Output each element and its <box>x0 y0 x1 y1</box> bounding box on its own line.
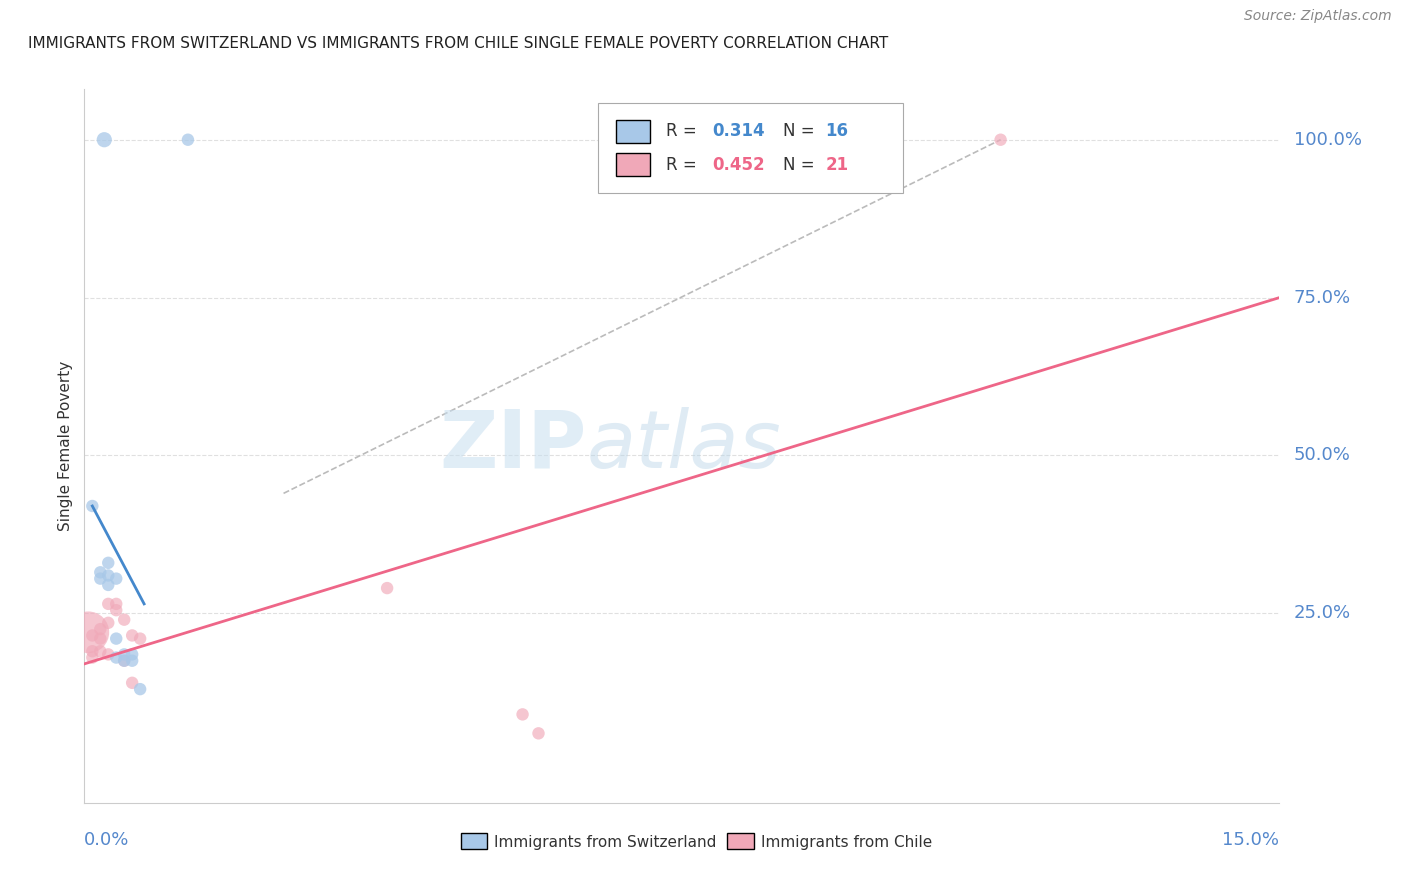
Point <box>82 499 104 513</box>
Point <box>105 603 128 617</box>
Text: N =: N = <box>783 122 820 140</box>
Point <box>97 615 120 630</box>
Point <box>82 650 104 665</box>
Text: N =: N = <box>783 156 820 174</box>
FancyBboxPatch shape <box>616 153 650 177</box>
Point <box>527 726 550 740</box>
Point <box>97 556 120 570</box>
Point <box>77 625 100 640</box>
Text: Immigrants from Chile: Immigrants from Chile <box>761 835 932 849</box>
Text: 25.0%: 25.0% <box>1294 605 1351 623</box>
Text: 15.0%: 15.0% <box>1222 831 1279 849</box>
Y-axis label: Single Female Poverty: Single Female Poverty <box>58 361 73 531</box>
Point <box>105 650 128 665</box>
FancyBboxPatch shape <box>599 103 903 193</box>
Point <box>97 648 120 662</box>
Point <box>375 581 398 595</box>
Point <box>121 628 143 642</box>
Text: R =: R = <box>666 122 703 140</box>
Text: 0.0%: 0.0% <box>84 831 129 849</box>
Point <box>990 133 1012 147</box>
Text: 75.0%: 75.0% <box>1294 289 1351 307</box>
Point <box>89 644 111 658</box>
Point <box>512 707 534 722</box>
Point <box>121 648 143 662</box>
Point <box>112 654 135 668</box>
Point <box>112 613 135 627</box>
Text: Source: ZipAtlas.com: Source: ZipAtlas.com <box>1244 9 1392 23</box>
Point <box>177 133 200 147</box>
Point <box>121 654 143 668</box>
Text: Immigrants from Switzerland: Immigrants from Switzerland <box>495 835 717 849</box>
Text: ZIP: ZIP <box>439 407 586 485</box>
FancyBboxPatch shape <box>616 120 650 143</box>
Point <box>89 572 111 586</box>
Point <box>105 572 128 586</box>
Text: 50.0%: 50.0% <box>1294 447 1351 465</box>
Point <box>112 648 135 662</box>
Point <box>112 654 135 668</box>
Point <box>82 628 104 642</box>
Text: IMMIGRANTS FROM SWITZERLAND VS IMMIGRANTS FROM CHILE SINGLE FEMALE POVERTY CORRE: IMMIGRANTS FROM SWITZERLAND VS IMMIGRANT… <box>28 36 889 51</box>
Point <box>97 568 120 582</box>
FancyBboxPatch shape <box>727 833 754 849</box>
Text: R =: R = <box>666 156 703 174</box>
Point <box>97 578 120 592</box>
Point <box>82 644 104 658</box>
Point <box>93 133 115 147</box>
Text: 16: 16 <box>825 122 848 140</box>
Point <box>89 632 111 646</box>
Point <box>129 682 152 697</box>
Point <box>97 597 120 611</box>
Point <box>121 675 143 690</box>
Text: 21: 21 <box>825 156 848 174</box>
Point <box>105 632 128 646</box>
Point <box>89 566 111 580</box>
Point <box>89 622 111 636</box>
Text: 100.0%: 100.0% <box>1294 131 1362 149</box>
Point <box>105 597 128 611</box>
Text: 0.452: 0.452 <box>711 156 765 174</box>
FancyBboxPatch shape <box>461 833 486 849</box>
Point <box>129 632 152 646</box>
Text: atlas: atlas <box>586 407 782 485</box>
Text: 0.314: 0.314 <box>711 122 765 140</box>
